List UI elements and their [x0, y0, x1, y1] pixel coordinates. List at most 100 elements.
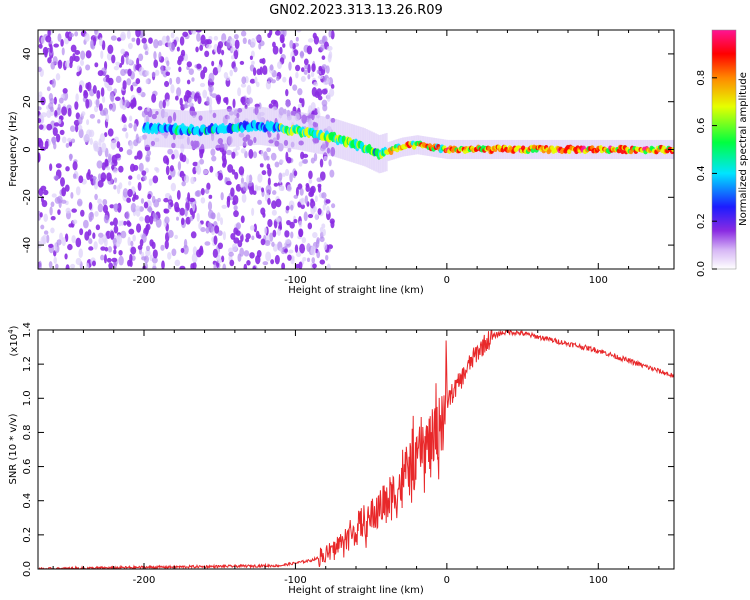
noise-blob — [75, 124, 79, 133]
noise-blob — [279, 34, 285, 44]
noise-blob — [130, 246, 137, 255]
noise-blob — [194, 93, 198, 102]
noise-blob — [160, 64, 164, 75]
noise-blob — [69, 153, 73, 162]
noise-blob — [325, 254, 329, 261]
noise-blob — [305, 184, 310, 193]
x-tick-label: -200 — [133, 575, 156, 586]
noise-blob — [171, 153, 175, 160]
noise-blob — [217, 242, 223, 250]
noise-blob — [255, 230, 260, 239]
noise-blob — [311, 63, 316, 73]
noise-blob — [47, 57, 52, 64]
noise-blob — [61, 187, 67, 197]
noise-blob — [72, 219, 78, 225]
noise-blob — [226, 105, 233, 112]
noise-blob — [295, 186, 299, 197]
noise-blob — [100, 246, 106, 251]
noise-blob — [225, 76, 231, 81]
noise-blob — [133, 123, 137, 132]
noise-blob — [141, 37, 147, 44]
noise-blob — [143, 201, 149, 209]
noise-blob — [246, 84, 252, 95]
noise-blob — [248, 174, 253, 183]
noise-blob — [281, 262, 286, 269]
noise-blob — [137, 181, 142, 192]
noise-blob — [174, 234, 179, 240]
noise-blob — [320, 44, 325, 52]
noise-blob — [217, 172, 224, 181]
noise-blob — [215, 144, 221, 151]
noise-blob — [200, 197, 206, 204]
noise-blob — [199, 82, 206, 88]
noise-blob — [293, 219, 298, 224]
noise-blob — [310, 71, 315, 78]
noise-blob — [251, 235, 255, 241]
noise-blob — [55, 263, 59, 269]
noise-blob — [264, 239, 271, 246]
noise-blob — [100, 254, 105, 261]
noise-blob — [81, 111, 86, 117]
noise-blob — [249, 55, 253, 61]
noise-blob — [209, 86, 213, 97]
noise-blob — [195, 140, 200, 148]
noise-blob — [94, 30, 98, 35]
noise-blob — [303, 58, 309, 66]
noise-blob — [84, 32, 90, 43]
noise-blob — [141, 134, 148, 140]
noise-blob — [266, 163, 271, 170]
noise-blob — [254, 184, 259, 193]
noise-blob — [299, 188, 304, 196]
noise-blob — [309, 186, 315, 196]
noise-blob — [102, 198, 108, 206]
noise-blob — [118, 147, 124, 153]
noise-blob — [131, 37, 136, 42]
noise-blob — [276, 228, 281, 236]
noise-blob — [190, 30, 197, 35]
noise-blob — [130, 84, 134, 92]
noise-blob — [208, 104, 213, 114]
noise-blob — [167, 40, 172, 49]
noise-blob — [170, 84, 175, 94]
noise-blob — [186, 90, 192, 97]
noise-blob — [262, 261, 269, 266]
noise-blob — [138, 135, 144, 142]
noise-blob — [293, 170, 298, 177]
x-tick-label: 100 — [589, 275, 608, 286]
noise-blob — [57, 103, 61, 111]
noise-blob — [132, 97, 137, 106]
noise-blob — [206, 96, 210, 105]
noise-blob — [195, 30, 202, 33]
noise-blob — [122, 188, 129, 198]
spectrogram-x-axis: -200 -100 0 100 — [52, 30, 660, 286]
noise-blob — [139, 216, 144, 222]
noise-blob — [246, 174, 250, 184]
noise-blob — [127, 188, 133, 198]
noise-blob — [186, 79, 191, 85]
noise-blob — [145, 115, 150, 124]
noise-blob — [249, 225, 255, 231]
noise-blob — [145, 78, 149, 84]
noise-blob — [119, 98, 124, 109]
noise-blob — [212, 67, 219, 76]
noise-blob — [267, 132, 272, 138]
noise-blob — [323, 155, 328, 162]
noise-blob — [113, 217, 118, 227]
spectrogram-y-label: Frequency (Hz) — [8, 111, 19, 187]
noise-blob — [217, 258, 223, 264]
noise-blob — [154, 69, 160, 76]
noise-blob — [206, 182, 211, 191]
noise-blob — [114, 96, 121, 102]
noise-blob — [189, 197, 196, 203]
noise-blob — [162, 155, 169, 164]
noise-blob — [89, 137, 93, 145]
noise-blob — [281, 185, 285, 192]
noise-blob — [40, 185, 47, 191]
noise-blob — [111, 54, 116, 64]
noise-blob — [166, 60, 170, 67]
noise-blob — [325, 114, 330, 120]
noise-blob — [310, 110, 315, 121]
noise-blob — [85, 262, 90, 269]
noise-blob — [307, 38, 314, 43]
